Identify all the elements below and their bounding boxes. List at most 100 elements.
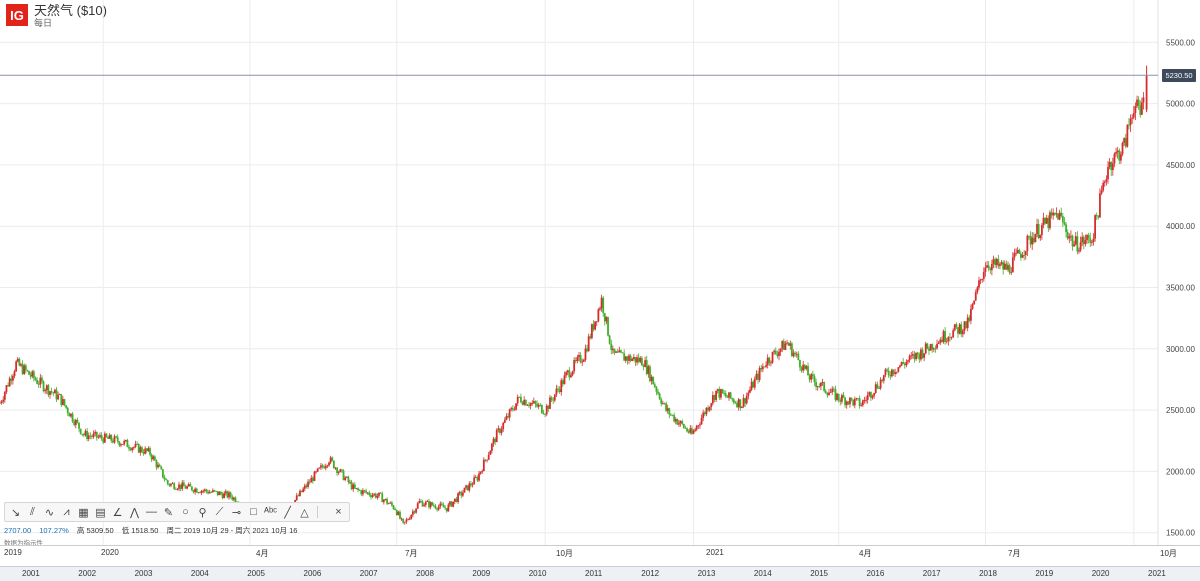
candle-body [650, 376, 653, 382]
candle-body [202, 490, 205, 492]
candle-body [520, 396, 522, 403]
candle-body [668, 408, 671, 415]
candle-body [992, 259, 995, 264]
candle-body [624, 356, 627, 361]
candle-body [721, 389, 724, 394]
candle-body [397, 511, 400, 516]
close-icon[interactable]: × [335, 506, 342, 518]
candle-body [124, 440, 127, 441]
candle-body [765, 365, 767, 367]
time-axis-label: 7月 [1008, 549, 1021, 558]
candle-body [1116, 150, 1119, 153]
candle-body [947, 337, 950, 342]
candle-body [118, 441, 121, 446]
fib-icon[interactable]: ▤ [95, 506, 106, 519]
candle-body [763, 366, 766, 368]
candle-body [103, 433, 106, 443]
candle-body [353, 484, 356, 489]
candle-body [640, 357, 643, 366]
candle-body [1136, 99, 1138, 107]
pencil-icon[interactable]: ✎ [163, 506, 174, 519]
arrow-icon[interactable]: ↘ [10, 506, 21, 519]
candle-body [1018, 249, 1021, 254]
candle-body [758, 368, 761, 380]
ig-logo: IG [6, 4, 28, 26]
navigator-year-label: 2008 [416, 569, 434, 578]
navigator-year-label: 2016 [866, 569, 885, 578]
candle-body [123, 440, 126, 445]
hline-icon[interactable]: — [146, 506, 157, 518]
candle-body [491, 443, 493, 451]
double-line-icon[interactable]: ⫽ [30, 505, 35, 518]
candle-body [579, 355, 582, 363]
zigzag-icon[interactable]: ⋀ [129, 506, 140, 519]
candle-body [660, 399, 663, 404]
price-chart[interactable]: 1500.00 2000.00 2500.00 3000.00 3500.00 4000.… [0, 0, 1200, 545]
circle-icon[interactable]: ○ [182, 506, 189, 518]
candle-body [592, 324, 595, 330]
candle-body [166, 479, 169, 484]
candle-body [1008, 265, 1011, 273]
candle-body [311, 477, 314, 481]
candle-body [189, 484, 192, 487]
candle-body [603, 313, 606, 322]
candle-body [70, 413, 72, 417]
candle-body [126, 440, 129, 448]
candle-body [902, 362, 905, 364]
text-icon[interactable]: ᴬᵇᶜ [263, 506, 278, 518]
y-tick-label: 4500.00 [1166, 161, 1195, 170]
triangle-icon[interactable]: △ [300, 506, 309, 519]
candle-body [329, 457, 332, 463]
candle-body [978, 280, 980, 288]
grid-icon[interactable]: ▦ [78, 506, 89, 519]
line-icon[interactable]: ∠ [112, 506, 123, 519]
candle-body [332, 460, 335, 469]
candle-body [720, 389, 722, 398]
candle-body [405, 519, 408, 522]
candle-body [1086, 235, 1088, 241]
candle-body [489, 450, 492, 455]
candle-body [539, 404, 542, 406]
candle-body [1021, 254, 1024, 258]
candle-body [787, 342, 790, 346]
candle-body [518, 396, 521, 398]
wave2-icon[interactable]: ⩘ [63, 505, 70, 518]
candle-body [439, 503, 442, 507]
slash-icon[interactable]: ╱ [284, 506, 291, 519]
candle-body [671, 414, 674, 416]
node-icon[interactable]: ⊸ [231, 506, 242, 519]
candle-body [507, 416, 509, 418]
candle-body [32, 371, 35, 379]
candle-body [855, 398, 858, 400]
wand-icon[interactable]: ⟋ [215, 505, 224, 518]
interval-label[interactable]: 每日 [34, 18, 53, 28]
range-navigator[interactable]: 2001 2002 2003 2004 2005 2006 2007 2008 2009 2010… [0, 566, 1200, 581]
navigator-year-label: 2015 [810, 569, 828, 578]
stat-low: 低 1518.50 [121, 526, 159, 535]
candle-body [170, 483, 172, 486]
candle-body [1087, 235, 1090, 239]
candle-body [989, 268, 992, 271]
candle-body [694, 429, 697, 431]
wave-icon[interactable]: ∿ [44, 506, 55, 519]
candle-body [886, 369, 888, 371]
candle-body [686, 428, 688, 432]
magic-icon[interactable]: ⚲ [198, 506, 207, 519]
candle-body [732, 399, 735, 403]
candle-body [558, 389, 561, 393]
candle-body [297, 495, 300, 497]
candle-body [18, 358, 21, 366]
candle-body [931, 344, 934, 350]
rect-icon[interactable]: □ [250, 506, 257, 518]
candle-body [105, 433, 108, 438]
candle-body [476, 477, 479, 481]
candle-body [692, 430, 695, 434]
candle-body [960, 324, 963, 335]
navigator-year-label: 2002 [78, 569, 97, 578]
candle-body [465, 485, 468, 488]
candle-body [347, 476, 350, 483]
candle-body [834, 389, 837, 400]
candle-body [208, 492, 211, 494]
candle-body [521, 402, 524, 405]
navigator-year-label: 2003 [134, 569, 153, 578]
